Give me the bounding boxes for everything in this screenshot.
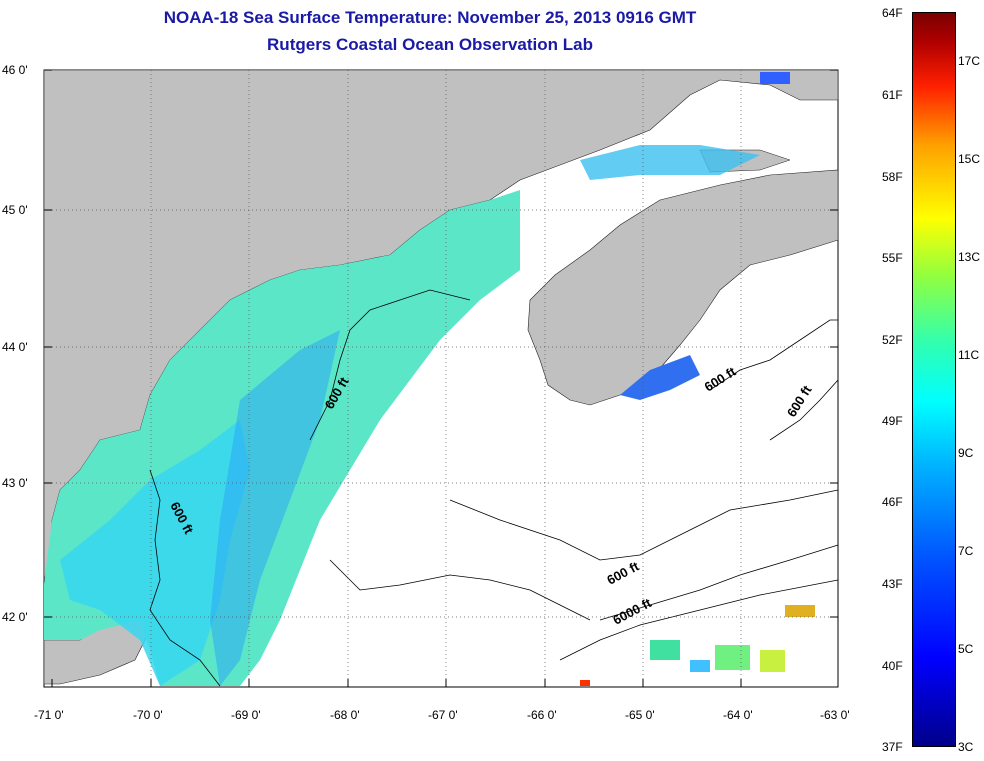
lat-label: 46 0' [2, 63, 28, 77]
colorbar-c-label: 11C [958, 348, 980, 362]
colorbar-f-label: 37F [882, 740, 903, 754]
colorbar-c-label: 3C [958, 740, 974, 754]
colorbar-f-label: 55F [882, 251, 903, 265]
colorbar-f-label: 61F [882, 88, 903, 102]
sst-patch [650, 640, 680, 660]
colorbar-c-label: 13C [958, 250, 981, 264]
map-subtitle: Rutgers Coastal Ocean Observation Lab [267, 35, 593, 54]
sst-patch [715, 645, 750, 670]
lon-label: -70 0' [133, 708, 163, 722]
contour-line [149, 469, 221, 687]
contour-line [559, 579, 839, 661]
lat-label: 43 0' [2, 476, 28, 490]
colorbar-f-label: 49F [882, 414, 903, 428]
lon-label: -71 0' [34, 708, 64, 722]
sst-field-coastal [60, 420, 250, 686]
contour-line [599, 544, 839, 621]
axis-ticks [44, 69, 839, 687]
lon-label: -68 0' [330, 708, 360, 722]
colorbar-f-label: 40F [882, 659, 903, 673]
contour-line [309, 289, 471, 441]
lon-label: -66 0' [527, 708, 557, 722]
sst-field-cold-edge [210, 330, 340, 686]
map-title: NOAA-18 Sea Surface Temperature: Novembe… [163, 8, 697, 27]
graticule [44, 70, 838, 687]
colorbar-c-label: 9C [958, 446, 974, 460]
lon-label: -64 0' [723, 708, 753, 722]
lat-label: 45 0' [2, 203, 28, 217]
colorbar-f-label: 43F [882, 577, 903, 591]
land-nova-scotia [527, 169, 839, 406]
lat-label: 44 0' [2, 340, 28, 354]
lon-label: -69 0' [231, 708, 261, 722]
colorbar-f-label: 64F [882, 6, 903, 20]
colorbar-c-label: 17C [958, 54, 981, 68]
colorbar-c-label: 7C [958, 544, 974, 558]
sst-patch [690, 660, 710, 672]
colorbar-c-label: 5C [958, 642, 974, 656]
lat-label: 42 0' [2, 610, 28, 624]
colorbar-f-label: 58F [882, 170, 903, 184]
colorbar-f-label: 52F [882, 333, 903, 347]
lon-label: -63 0' [820, 708, 850, 722]
sst-patch [785, 605, 815, 617]
colorbar-f-label: 46F [882, 495, 903, 509]
sst-field-northumberland [580, 145, 760, 180]
sst-field-nova-scotia-coast [620, 355, 700, 400]
sst-patch [580, 680, 590, 686]
lon-label: -67 0' [428, 708, 458, 722]
contour-line [769, 379, 839, 441]
contour-line [709, 319, 838, 391]
sst-patch [760, 72, 790, 84]
lon-label: -65 0' [625, 708, 655, 722]
contour-line [449, 489, 839, 561]
temperature-colorbar [912, 12, 956, 747]
contour-line [329, 559, 591, 621]
sst-patch [760, 650, 785, 672]
colorbar-c-label: 15C [958, 152, 981, 166]
